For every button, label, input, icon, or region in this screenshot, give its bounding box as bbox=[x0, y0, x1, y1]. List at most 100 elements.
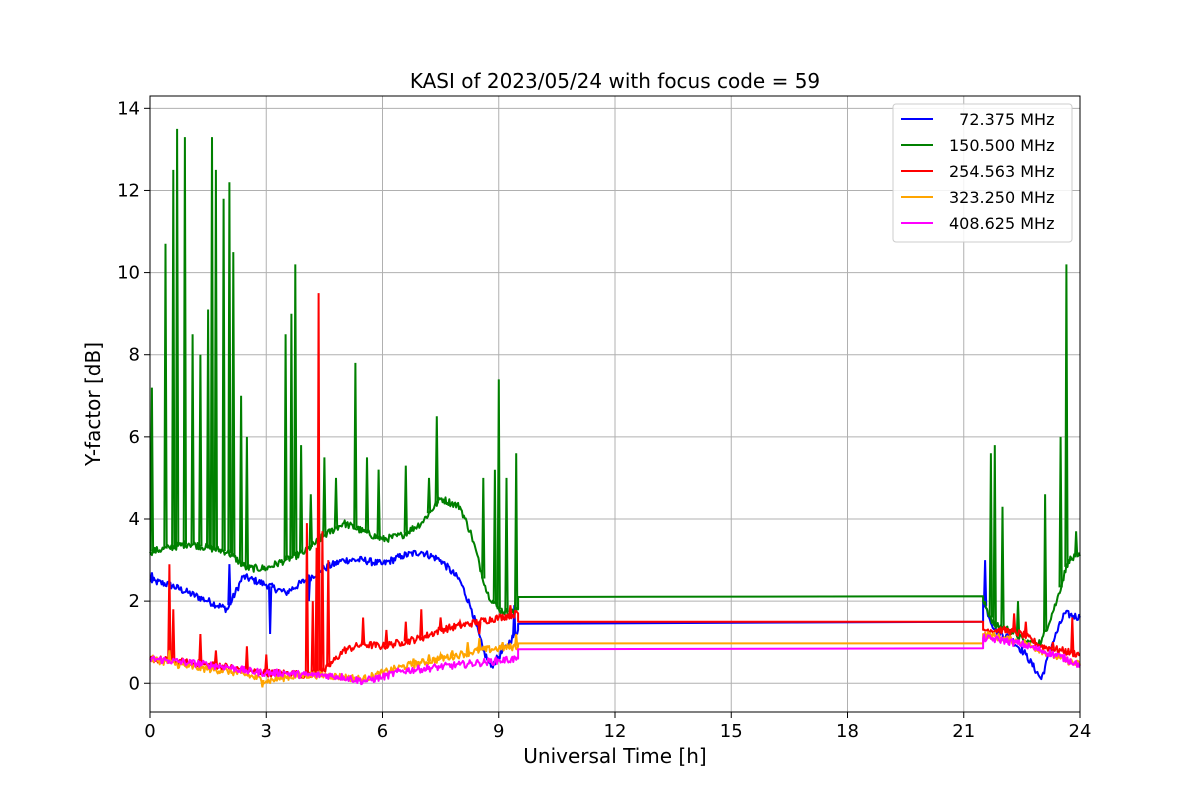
series-spike bbox=[182, 137, 187, 545]
series-spike bbox=[198, 354, 203, 547]
series-spike bbox=[244, 646, 249, 671]
y-tick-label: 4 bbox=[129, 509, 140, 530]
series-spike bbox=[1068, 558, 1073, 562]
series-spike bbox=[514, 633, 519, 647]
series-spike bbox=[293, 264, 298, 556]
series-spike bbox=[213, 650, 218, 666]
series-spike bbox=[304, 523, 310, 675]
series-spike bbox=[221, 198, 226, 552]
series-spike bbox=[206, 309, 211, 548]
y-tick-label: 8 bbox=[129, 345, 140, 366]
series-spike bbox=[403, 621, 408, 642]
series-spike bbox=[508, 605, 513, 616]
series-spike bbox=[384, 629, 389, 646]
series-spike bbox=[175, 128, 180, 547]
series-spike bbox=[316, 293, 321, 673]
series-spike bbox=[1043, 494, 1048, 632]
series-spike bbox=[465, 642, 470, 654]
x-tick-label: 0 bbox=[144, 721, 155, 742]
y-tick-label: 10 bbox=[117, 263, 140, 284]
legend-label: 72.375 MHz bbox=[949, 110, 1054, 129]
x-tick-label: 9 bbox=[493, 721, 504, 742]
x-tick-label: 15 bbox=[720, 721, 743, 742]
series-spike bbox=[364, 457, 370, 533]
series-spike bbox=[361, 617, 366, 645]
legend: 72.375 MHz 150.500 MHz 254.563 MHz 323.250 … bbox=[892, 103, 1073, 243]
series-spike bbox=[167, 564, 172, 661]
x-axis-label: Universal Time [h] bbox=[523, 744, 706, 768]
y-axis-label: Y-factor [dB] bbox=[81, 342, 105, 467]
series-spike bbox=[496, 379, 501, 610]
series-spike bbox=[190, 334, 195, 545]
series-spike bbox=[163, 243, 168, 549]
series-spike bbox=[376, 469, 381, 538]
x-tick-label: 12 bbox=[604, 721, 627, 742]
series-spike bbox=[283, 334, 288, 561]
legend-label: 150.500 MHz bbox=[949, 136, 1054, 155]
plot-frame bbox=[149, 95, 1081, 713]
series-spike bbox=[326, 560, 331, 667]
series-spike bbox=[167, 650, 172, 663]
chart-title: KASI of 2023/05/24 with focus code = 59 bbox=[410, 69, 820, 93]
series-spike bbox=[264, 654, 269, 674]
series-spike bbox=[171, 609, 176, 662]
series-spike bbox=[1074, 531, 1079, 558]
series-spike bbox=[171, 169, 176, 547]
series-spike bbox=[1058, 436, 1063, 588]
series-spike bbox=[1012, 613, 1017, 633]
series-spike bbox=[1023, 621, 1028, 637]
series-spike bbox=[419, 609, 424, 639]
series-line bbox=[149, 633, 1081, 686]
series-spike bbox=[244, 436, 249, 569]
series-spike bbox=[149, 387, 155, 552]
series-spike bbox=[1064, 264, 1069, 567]
series-spike bbox=[426, 654, 432, 662]
series-spike bbox=[504, 477, 509, 613]
legend-label: 408.625 MHz bbox=[949, 214, 1054, 233]
x-tick-label: 24 bbox=[1069, 721, 1092, 742]
x-tick-label: 21 bbox=[952, 721, 975, 742]
series-layer bbox=[149, 128, 1081, 688]
series-spike bbox=[438, 617, 443, 630]
series-spike bbox=[198, 633, 203, 665]
series-spike bbox=[477, 621, 482, 635]
legend-box bbox=[892, 103, 1073, 243]
series-spike bbox=[492, 469, 497, 604]
series-spike bbox=[333, 477, 339, 529]
series-spike bbox=[477, 638, 482, 651]
series-spike bbox=[231, 252, 236, 557]
series-spike bbox=[213, 169, 218, 550]
series-spike bbox=[457, 618, 463, 627]
series-spike bbox=[308, 494, 313, 547]
series-spike bbox=[227, 182, 232, 554]
x-tick-label: 6 bbox=[377, 721, 388, 742]
series-spike bbox=[411, 658, 416, 665]
y-tick-label: 12 bbox=[117, 180, 140, 201]
legend-label: 323.250 MHz bbox=[949, 188, 1054, 207]
legend-label: 254.563 MHz bbox=[949, 162, 1054, 181]
series-spike bbox=[238, 395, 244, 564]
series-spike bbox=[1000, 506, 1005, 628]
y-tick-label: 6 bbox=[129, 427, 140, 448]
series-spike bbox=[299, 445, 304, 554]
series-spike bbox=[310, 601, 315, 674]
series-spike bbox=[149, 572, 155, 582]
series-spike bbox=[322, 457, 327, 536]
series-spike bbox=[1070, 617, 1075, 653]
series-spike bbox=[227, 564, 232, 606]
series-spike bbox=[988, 453, 993, 618]
series-spike bbox=[481, 477, 486, 579]
series-spike bbox=[320, 531, 325, 672]
series-spike bbox=[209, 137, 215, 549]
x-tick-label: 3 bbox=[261, 721, 272, 742]
series-spike bbox=[403, 465, 408, 533]
y-tick-label: 2 bbox=[129, 591, 140, 612]
y-tick-label: 0 bbox=[129, 673, 140, 694]
series-spike bbox=[1015, 601, 1021, 637]
series-spike bbox=[260, 679, 265, 688]
series-spike bbox=[992, 445, 997, 626]
series-spike bbox=[500, 641, 505, 649]
series-spike bbox=[982, 560, 988, 606]
